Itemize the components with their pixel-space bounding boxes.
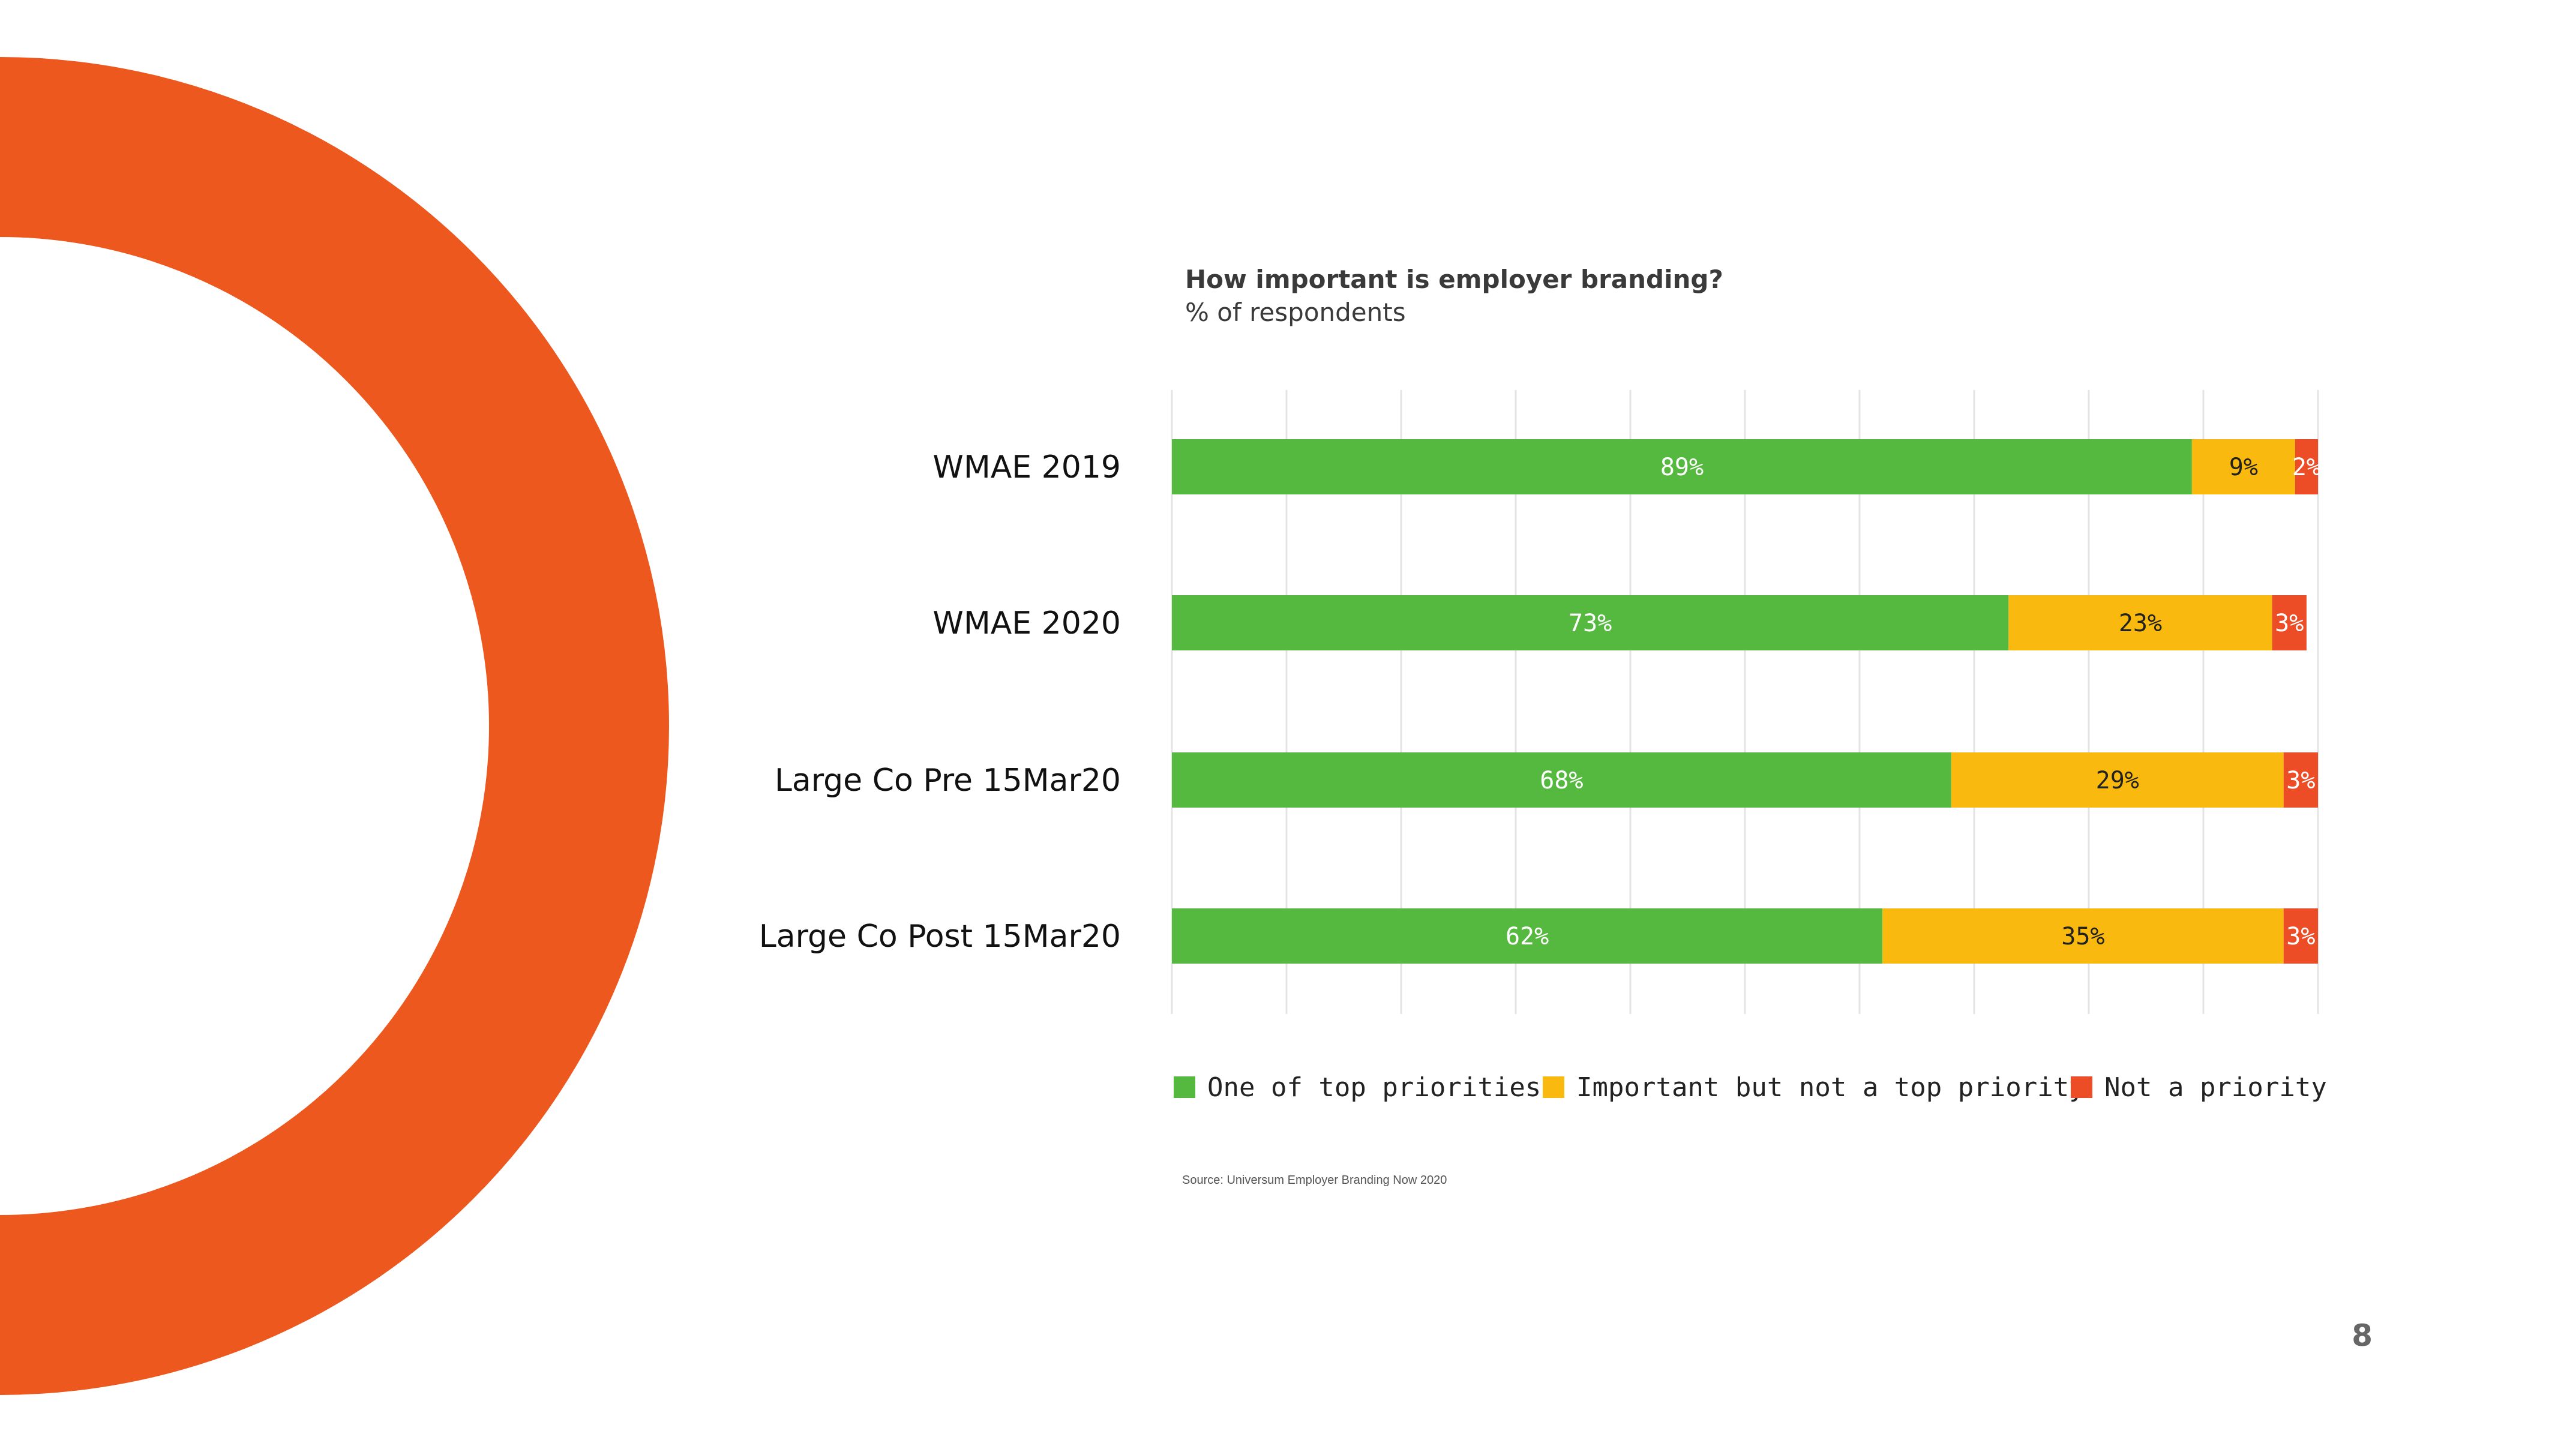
data-label: 62%	[1506, 923, 1549, 950]
page-number: 8	[2352, 1318, 2373, 1353]
data-label: 3%	[2275, 610, 2304, 637]
data-label: 68%	[1540, 767, 1583, 794]
bar-segment	[1172, 752, 1951, 808]
category-label: Large Co Post 15Mar20	[759, 919, 1121, 955]
data-label: 2%	[2292, 454, 2321, 481]
legend-entry: Not a priority	[2104, 1072, 2327, 1103]
legend-entry: One of top priorities	[1207, 1072, 1541, 1103]
source-note: Source: Universum Employer Branding Now …	[1182, 1174, 1447, 1187]
bar-segment	[2283, 908, 2318, 964]
chart-title: How important is employer branding?	[1185, 265, 1723, 294]
data-label: 29%	[2096, 767, 2139, 794]
bar-segment	[2272, 595, 2307, 650]
data-label: 9%	[2229, 454, 2258, 481]
bar-segment	[1951, 752, 2284, 808]
data-label: 89%	[1660, 454, 1704, 481]
bar-segment	[1172, 439, 2192, 494]
chart-subtitle: % of respondents	[1185, 298, 1406, 327]
data-label: 35%	[2061, 923, 2104, 950]
bar-segment	[1882, 908, 2284, 964]
ring-arc	[0, 57, 669, 1395]
data-label: 3%	[2286, 923, 2315, 950]
data-label: 23%	[2119, 610, 2162, 637]
legend-entry: Important but not a top priority	[1576, 1072, 2085, 1103]
bar-segment	[2191, 439, 2295, 494]
category-labels: WMAE 2019 WMAE 2020 Large Co Pre 15Mar20 La…	[759, 449, 1121, 955]
legend-swatch	[2071, 1076, 2092, 1098]
bar-segment	[1172, 908, 1883, 964]
legend-swatch	[1174, 1076, 1195, 1098]
data-label: 3%	[2286, 767, 2315, 794]
bars: 89% 9% 2% 73% 23% 3% 68% 29% 3% 62% 35% 3%	[1172, 439, 2321, 964]
legend-swatch	[1543, 1076, 1564, 1098]
category-label: WMAE 2020	[932, 605, 1121, 641]
data-label: 73%	[1569, 610, 1612, 637]
bar-segment	[2008, 595, 2272, 650]
category-label: Large Co Pre 15Mar20	[775, 763, 1121, 799]
bar-segment	[2295, 439, 2318, 494]
bar-segment	[2283, 752, 2318, 808]
category-label: WMAE 2019	[932, 449, 1121, 485]
legend: One of top priorities Important but not a…	[1174, 1072, 2327, 1103]
bar-segment	[1172, 595, 2009, 650]
